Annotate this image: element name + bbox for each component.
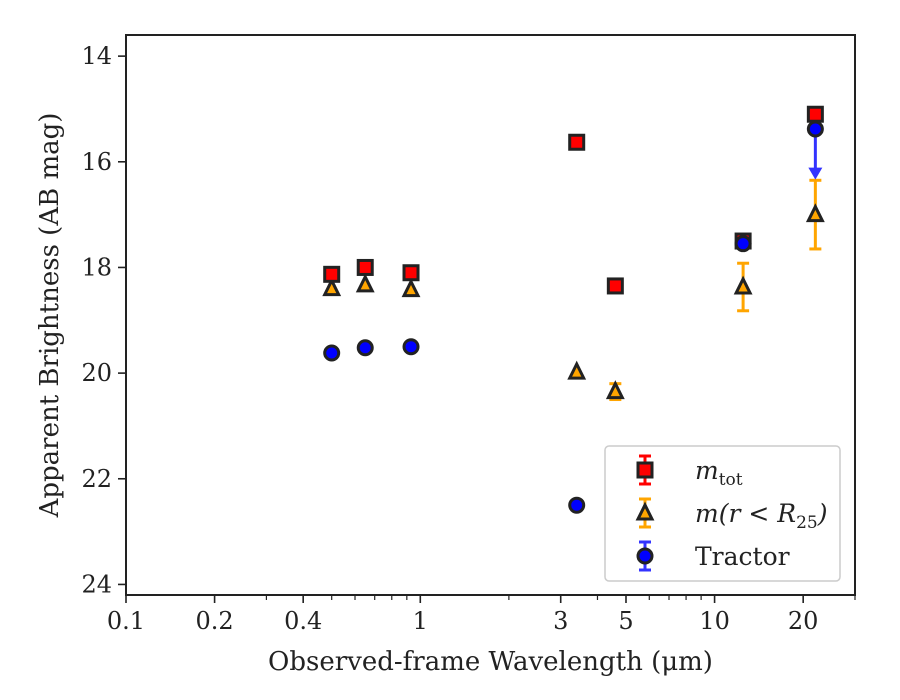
data-point-triangle: [733, 275, 753, 295]
y-tick-label: 20: [81, 359, 112, 387]
y-tick-label: 14: [81, 42, 112, 70]
data-point-square: [356, 258, 374, 276]
legend-marker-triangle: [635, 501, 655, 521]
x-tick-label: 5: [618, 607, 633, 635]
data-point-circle: [323, 344, 341, 362]
data-point-square: [323, 265, 341, 283]
data-point-circle: [734, 235, 752, 253]
x-tick-label: 1: [413, 607, 428, 635]
x-axis-label: Observed-frame Wavelength (μm): [268, 647, 713, 677]
legend-box: [604, 445, 841, 582]
axes: 0.1 0.2 0.4 1 3 5 10 20 14 16 18 20 22 24: [81, 34, 856, 635]
upper-limit-arrow: [808, 167, 823, 180]
data-point-triangle: [567, 360, 587, 380]
y-tick-label: 22: [81, 465, 112, 493]
data-point-triangle: [401, 278, 421, 298]
legend-entry: mtot: [636, 454, 743, 490]
legend-entry: m(r < R25): [635, 497, 827, 533]
y-tick-label: 24: [81, 570, 112, 598]
legend-marker-square: [636, 461, 654, 479]
data-point-triangle: [805, 203, 825, 223]
data-point-square: [806, 105, 824, 123]
legend: mtot m(r < R25) Tractor: [604, 445, 841, 582]
plot-frame: [125, 34, 856, 596]
data-point-square: [568, 133, 586, 151]
x-tick-label: 0.4: [284, 607, 322, 635]
data-point-circle: [806, 120, 824, 138]
y-tick-label: 18: [81, 253, 112, 281]
data-point-triangle: [322, 277, 342, 297]
data-point-circle: [568, 496, 586, 514]
data-point-circle: [402, 338, 420, 356]
y-tick-label: 16: [81, 148, 112, 176]
x-tick-label: 0.2: [196, 607, 234, 635]
legend-entry: Tractor: [636, 540, 790, 572]
legend-label: mtot: [695, 456, 743, 490]
x-tick-label: 3: [553, 607, 568, 635]
x-tick-label: 10: [699, 607, 730, 635]
data-point-triangle: [605, 380, 625, 400]
data-point-triangle: [355, 273, 375, 293]
y-axis-label: Apparent Brightness (AB mag): [35, 113, 65, 519]
legend-label: Tractor: [695, 542, 790, 571]
x-tick-label: 0.1: [107, 607, 145, 635]
data-point-square: [606, 277, 624, 295]
x-tick-label: 20: [788, 607, 819, 635]
legend-marker-circle: [636, 547, 654, 565]
legend-label: m(r < R25): [695, 499, 827, 533]
data-point-circle: [356, 339, 374, 357]
series-triangle: [322, 178, 825, 402]
data-point-square: [402, 264, 420, 282]
